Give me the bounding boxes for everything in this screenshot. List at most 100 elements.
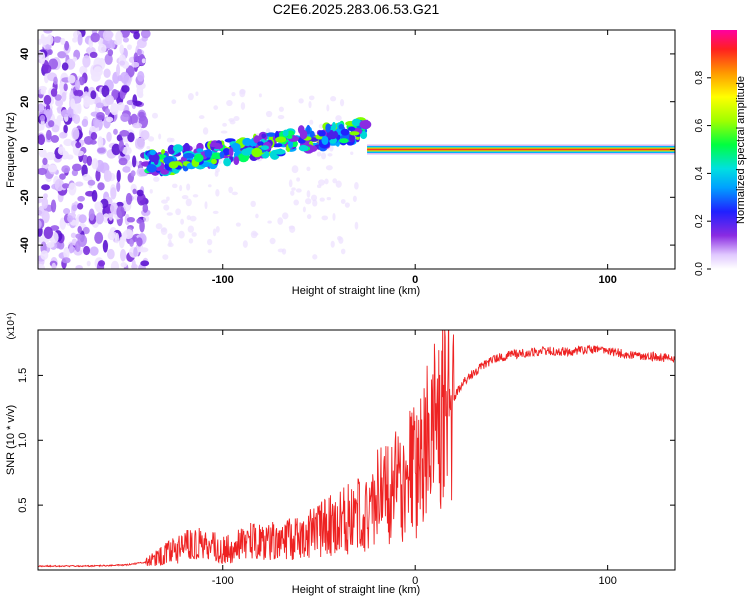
- track-blob: [297, 125, 305, 135]
- faint-blob: [147, 136, 155, 142]
- faint-blob: [298, 98, 304, 104]
- noise-blob: [119, 60, 126, 66]
- noise-blob: [59, 173, 66, 180]
- spectrogram-ticks: -100 0 100 -40 -20 0 20 40: [19, 30, 675, 286]
- faint-blob: [170, 137, 175, 143]
- noise-blob: [41, 210, 50, 224]
- noise-blob: [45, 108, 51, 119]
- faint-blob: [327, 153, 333, 157]
- noise-blob: [63, 247, 70, 259]
- faint-blob: [178, 230, 185, 239]
- track-blob: [193, 153, 204, 163]
- faint-blob: [354, 182, 359, 190]
- faint-blob: [326, 197, 332, 201]
- track-blob: [288, 130, 295, 136]
- spectrogram-y-tick-label: 40: [19, 48, 31, 60]
- faint-blob: [252, 232, 259, 236]
- snr-scale-label: (x10⁴): [6, 312, 17, 339]
- faint-blob: [291, 187, 296, 191]
- spectrogram-y-tick-label: -40: [19, 237, 31, 253]
- faint-blob: [149, 189, 153, 194]
- noise-blob: [66, 154, 74, 160]
- noise-blob: [46, 242, 55, 248]
- noise-blob: [38, 197, 43, 204]
- noise-blob: [43, 64, 52, 74]
- noise-blob: [50, 88, 58, 97]
- faint-blob: [291, 165, 299, 174]
- faint-blob: [296, 177, 301, 182]
- faint-blob: [146, 146, 151, 150]
- track-blob: [261, 133, 267, 139]
- faint-blob: [155, 223, 163, 230]
- snr-series-line: [38, 330, 675, 568]
- noise-blob: [73, 248, 83, 256]
- faint-blob: [255, 213, 259, 219]
- spectrogram-y-tick-label: 0: [19, 146, 31, 152]
- faint-blob: [308, 95, 315, 101]
- snr-y-tick-label: 1.0: [17, 433, 29, 448]
- noise-blob: [77, 202, 84, 210]
- noise-blob: [47, 164, 58, 173]
- faint-blob: [235, 222, 241, 227]
- noise-blob: [106, 131, 112, 142]
- noise-blob: [71, 163, 82, 172]
- noise-blob: [75, 264, 83, 269]
- snr-y-tick-label: 0.5: [17, 497, 29, 512]
- noise-blob: [94, 231, 104, 244]
- faint-blob: [335, 180, 342, 188]
- snr-ticks: -100 0 100 0.5 1.0 1.5: [17, 330, 675, 587]
- snr-x-tick-label: -100: [212, 575, 234, 587]
- noise-blob: [61, 257, 71, 264]
- faint-blob: [350, 151, 354, 156]
- noise-blob: [77, 226, 82, 234]
- track-blob: [209, 142, 221, 148]
- noise-blob: [47, 48, 53, 56]
- faint-blob: [166, 196, 170, 202]
- carrier-band-core: [367, 148, 675, 151]
- noise-blob: [67, 74, 76, 84]
- noise-blob: [68, 246, 76, 253]
- noise-blob: [97, 43, 107, 54]
- track-blob: [172, 144, 184, 153]
- noise-blob: [86, 155, 93, 166]
- noise-blob: [82, 55, 91, 68]
- track-blob: [273, 148, 286, 155]
- noise-blob: [89, 246, 99, 256]
- faint-blob: [189, 215, 197, 222]
- noise-blob: [71, 127, 80, 140]
- noise-blob: [91, 190, 98, 202]
- colorbar-gradient: [711, 30, 737, 269]
- noise-blob: [129, 239, 134, 247]
- track-blob: [349, 133, 355, 143]
- faint-blob: [324, 178, 329, 185]
- noise-blob: [109, 39, 116, 49]
- colorbar-label: Normalized spectral amplitude: [735, 76, 747, 224]
- faint-blob: [267, 220, 272, 224]
- track-blob: [359, 130, 368, 140]
- noise-blob: [95, 102, 104, 109]
- faint-blob: [215, 189, 220, 197]
- track-blob: [351, 118, 362, 127]
- faint-blob: [220, 130, 228, 134]
- noise-blob: [83, 245, 91, 256]
- noise-blob: [59, 131, 67, 139]
- noise-blob: [109, 202, 119, 215]
- noise-blob: [121, 146, 132, 155]
- colorbar-tick-label: 0.0: [694, 262, 705, 276]
- faint-blob: [308, 101, 312, 109]
- noise-blob: [120, 262, 128, 268]
- noise-blob: [118, 140, 125, 152]
- faint-blob: [166, 212, 173, 216]
- track-blob: [339, 138, 349, 144]
- noise-blob: [72, 114, 81, 125]
- colorbar-tick-label: 0.2: [694, 214, 705, 228]
- noise-blob: [121, 85, 130, 93]
- track-blob: [321, 135, 329, 145]
- noise-blob: [120, 113, 130, 122]
- noise-blob: [116, 205, 125, 219]
- snr-x-tick-label: 0: [412, 575, 418, 587]
- faint-blob: [171, 99, 177, 105]
- noise-blob: [120, 30, 130, 38]
- track-blob: [233, 156, 240, 166]
- faint-blob: [306, 166, 311, 172]
